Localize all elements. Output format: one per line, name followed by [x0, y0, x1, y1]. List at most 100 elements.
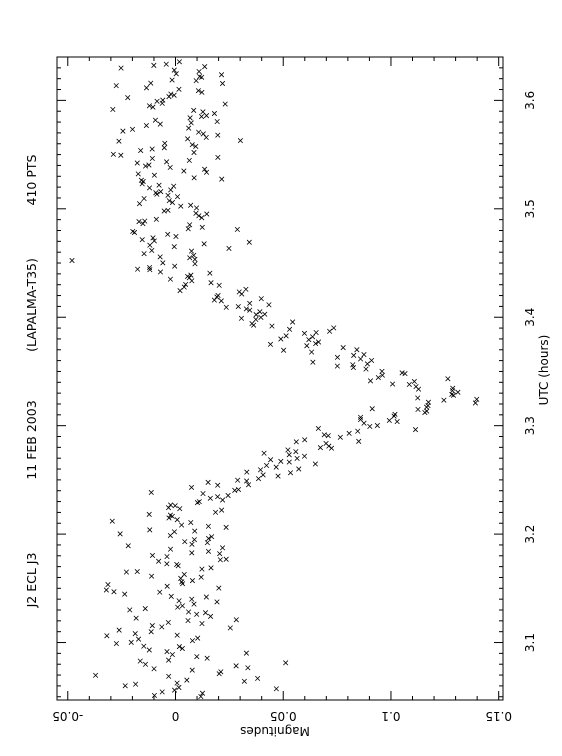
data-point: [207, 270, 213, 276]
data-point: [146, 103, 153, 109]
data-point: [197, 73, 203, 80]
data-point: [369, 357, 375, 364]
data-point: [286, 452, 292, 458]
x-axis-label: UTC (hours): [537, 335, 551, 406]
data-point: [103, 587, 109, 593]
data-point: [146, 185, 153, 191]
data-point: [137, 658, 143, 664]
data-point: [189, 541, 195, 547]
data-point: [455, 389, 461, 395]
data-point: [193, 143, 199, 149]
data-point: [301, 330, 308, 336]
data-point: [199, 89, 205, 95]
data-point: [294, 455, 300, 461]
data-point: [357, 416, 364, 423]
data-point: [392, 411, 398, 417]
data-point: [185, 617, 191, 624]
data-point: [356, 438, 362, 444]
data-point: [183, 281, 189, 287]
data-point: [125, 543, 131, 549]
data-point: [166, 198, 172, 204]
data-point: [273, 686, 279, 692]
header-object-label: J2 ECL J3: [24, 553, 39, 609]
data-point: [129, 126, 136, 132]
data-point: [188, 120, 194, 126]
data-point: [104, 633, 110, 639]
data-point: [142, 163, 149, 169]
data-point: [153, 190, 159, 196]
data-point: [157, 254, 163, 260]
data-point: [309, 334, 316, 340]
data-point: [315, 339, 322, 345]
data-point: [188, 519, 194, 526]
data-point: [313, 341, 319, 347]
data-point: [196, 68, 202, 75]
data-point: [177, 288, 183, 294]
data-point: [134, 568, 140, 575]
data-point: [149, 623, 155, 629]
data-point: [120, 128, 126, 134]
header-count-label: 410 PTS: [24, 154, 39, 205]
data-point: [317, 445, 323, 451]
data-point: [167, 276, 173, 282]
data-point: [168, 187, 174, 193]
data-point: [253, 316, 259, 323]
data-point: [138, 177, 144, 183]
x-tick-label: 3.6: [523, 91, 537, 110]
data-point: [191, 252, 197, 258]
data-point: [198, 693, 204, 700]
data-point: [367, 423, 373, 430]
data-point: [241, 678, 247, 684]
data-point: [149, 155, 155, 162]
data-point: [202, 64, 208, 70]
data-point: [243, 306, 249, 312]
data-point: [192, 261, 198, 267]
data-point: [351, 352, 357, 358]
data-point: [191, 175, 197, 181]
data-point: [189, 638, 196, 644]
data-point: [176, 598, 182, 604]
data-point: [215, 292, 221, 299]
data-point: [174, 632, 180, 638]
data-point: [130, 228, 136, 235]
data-point: [117, 531, 123, 537]
data-point: [166, 657, 172, 663]
data-point: [133, 615, 139, 621]
data-point: [214, 599, 220, 605]
data-point: [346, 430, 352, 436]
data-point: [185, 226, 191, 232]
data-point: [304, 343, 310, 349]
data-point: [249, 321, 255, 327]
data-point: [174, 680, 180, 686]
data-point: [243, 286, 249, 292]
data-point: [164, 649, 170, 655]
data-point: [93, 672, 99, 678]
data-point: [243, 650, 249, 656]
data-point: [152, 117, 159, 123]
data-point: [146, 511, 152, 517]
data-point: [450, 392, 457, 398]
data-point: [244, 469, 250, 475]
data-point: [147, 264, 153, 271]
data-point: [301, 453, 308, 459]
data-point: [199, 215, 205, 221]
data-point: [127, 607, 133, 613]
data-point: [204, 655, 210, 661]
data-point: [132, 631, 138, 637]
data-point: [150, 235, 156, 241]
data-point: [166, 673, 172, 679]
data-point: [160, 97, 166, 103]
data-point: [217, 557, 223, 563]
data-point: [257, 467, 264, 473]
y-axis-label: Magnitudes: [240, 724, 310, 738]
data-point: [218, 298, 224, 304]
data-point: [151, 172, 157, 178]
data-point: [258, 296, 264, 302]
data-point: [205, 535, 212, 542]
x-tick-label: 3.5: [523, 199, 537, 218]
data-point: [188, 248, 195, 254]
data-point: [147, 527, 153, 533]
data-point: [141, 195, 147, 202]
data-point: [374, 422, 380, 429]
data-point: [425, 399, 432, 405]
